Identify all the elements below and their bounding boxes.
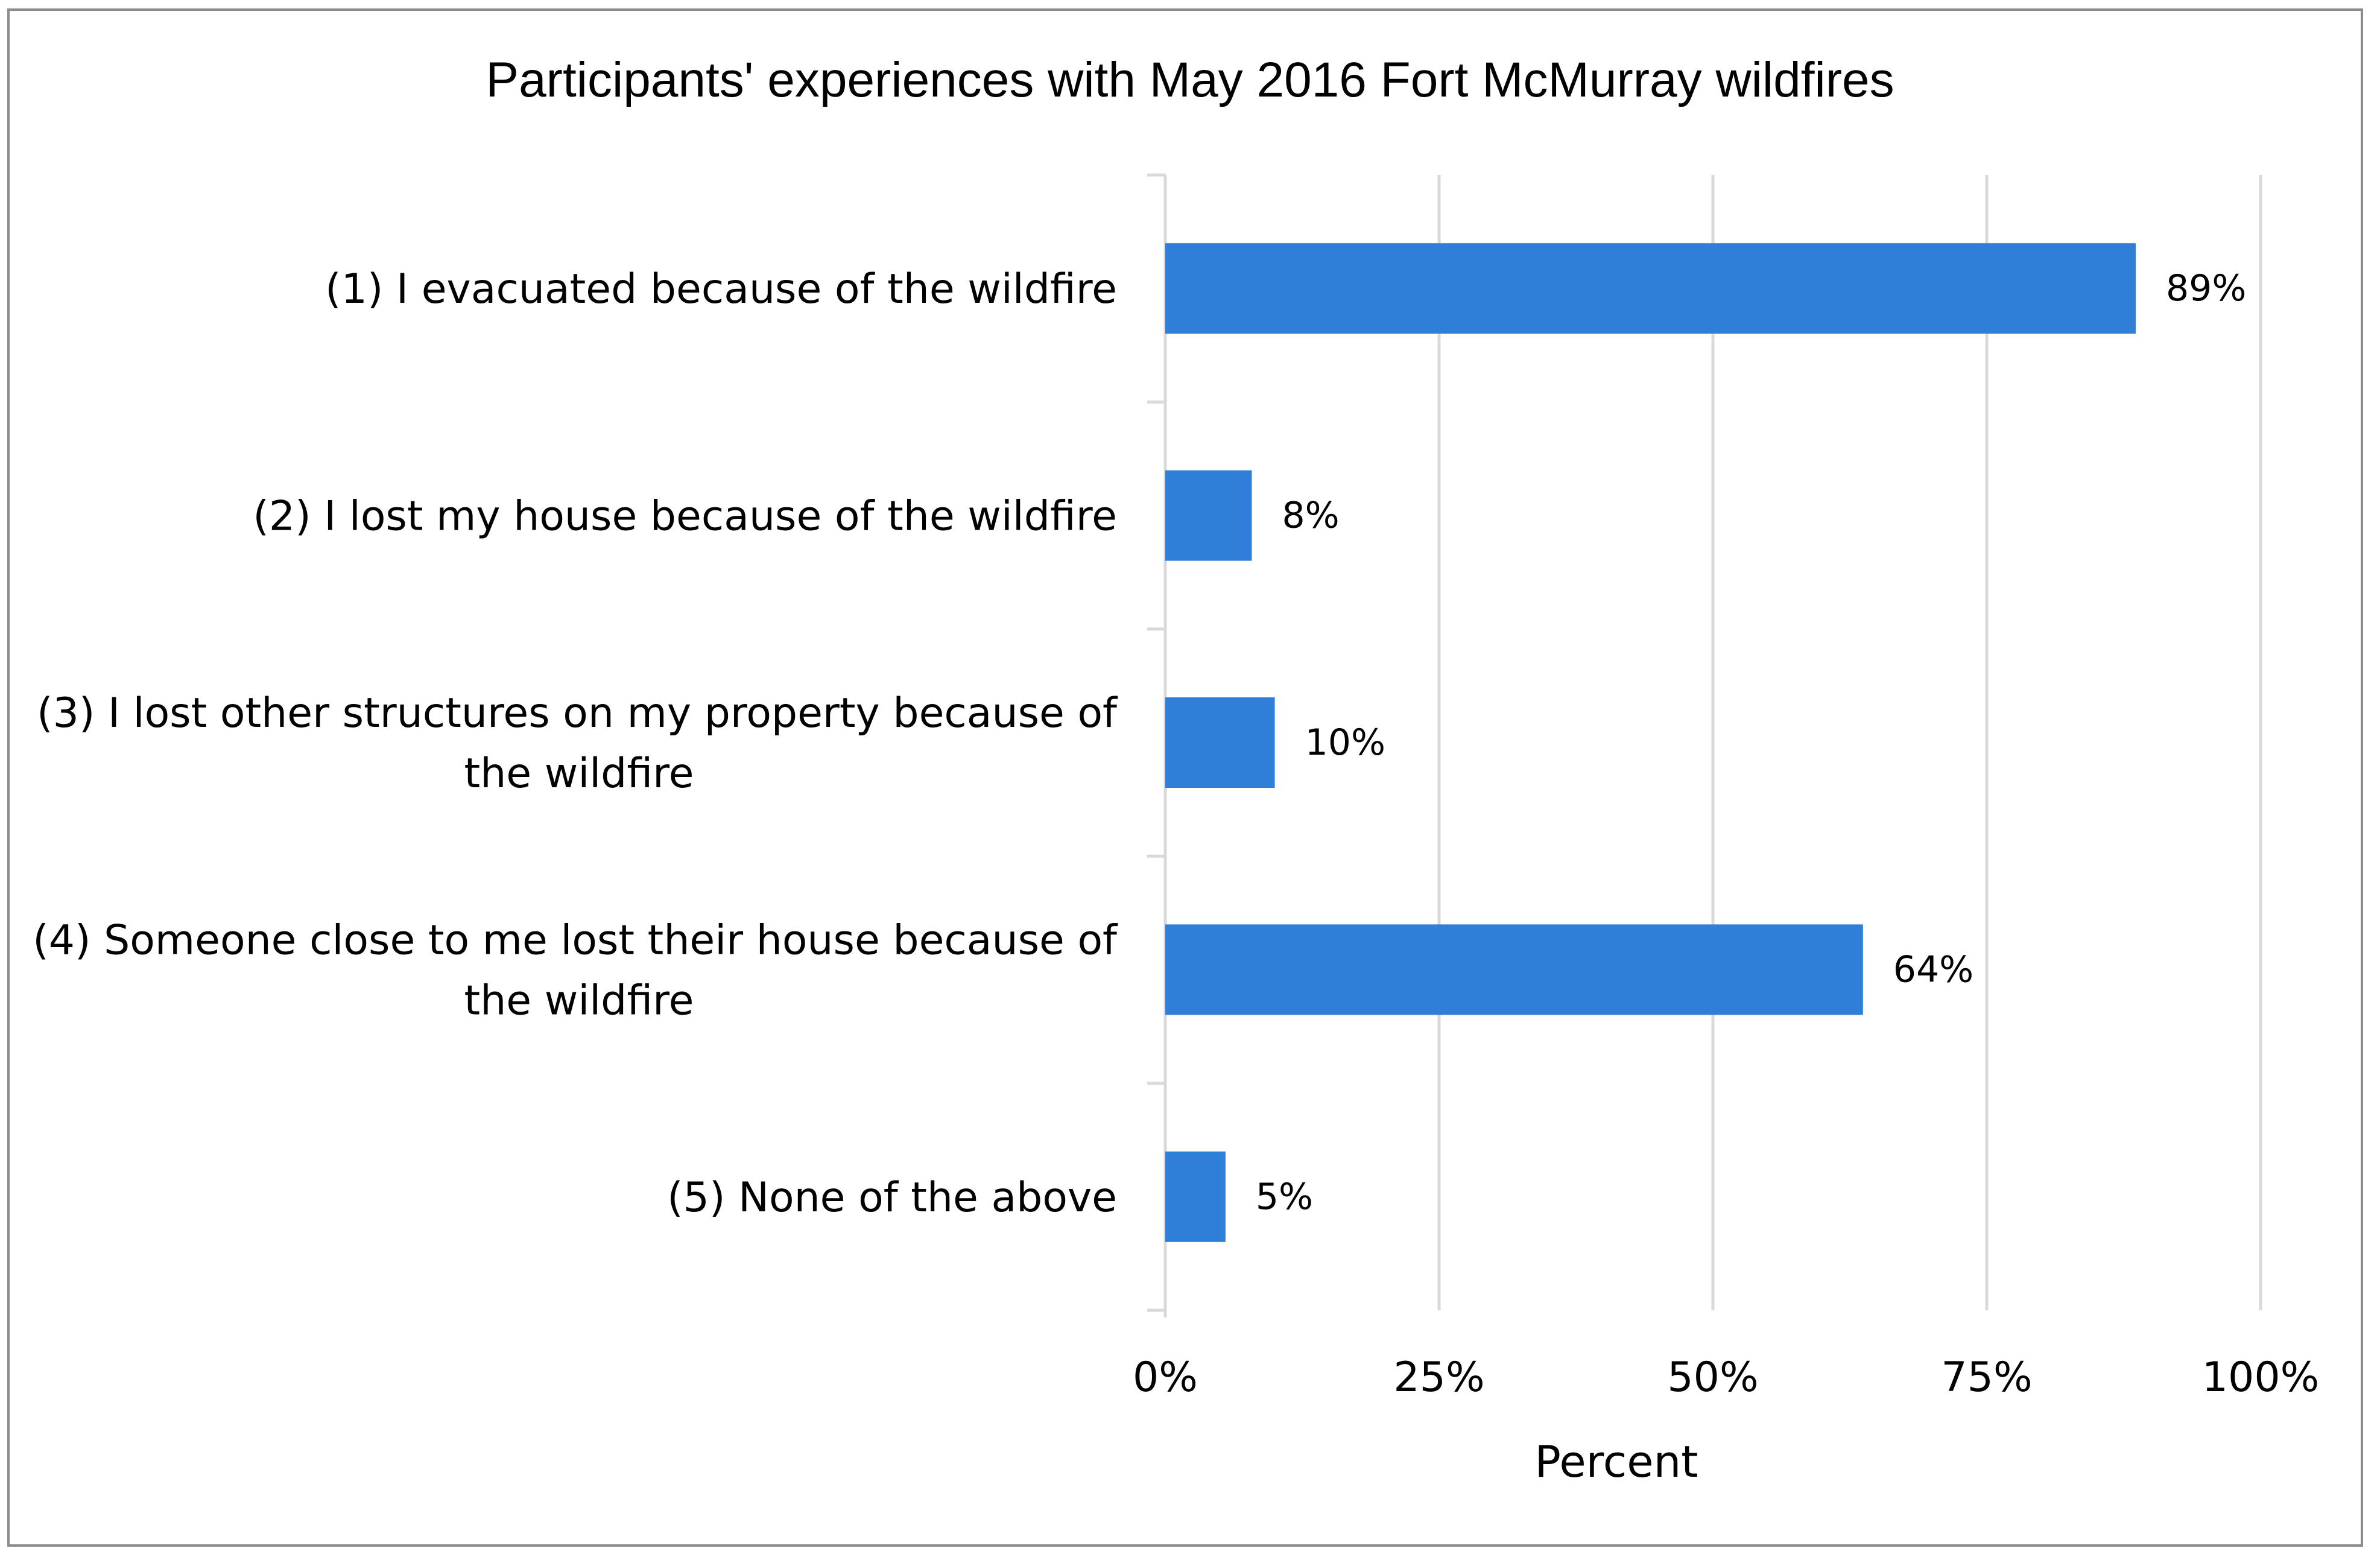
x-axis-title: Percent [1535, 1436, 1698, 1487]
data-label: 5% [1256, 1176, 1313, 1218]
bar [1165, 924, 1863, 1015]
x-tick-label: 75% [1941, 1354, 2032, 1401]
gridlines [1437, 175, 2262, 1310]
category-label: the wildfire [464, 977, 694, 1024]
data-labels: 89% 8% 10% 64% 5% [1256, 267, 2246, 1218]
bar [1165, 243, 2136, 334]
category-label: (3) I lost other structures on my proper… [37, 690, 1118, 737]
x-tick-label: 25% [1393, 1354, 1484, 1401]
bars [1165, 243, 2136, 1242]
category-label: (4) Someone close to me lost their house… [33, 916, 1118, 964]
data-label: 89% [2166, 267, 2246, 309]
category-labels: (1) I evacuated because of the wildfire (… [33, 265, 1118, 1222]
bar [1165, 470, 1252, 561]
category-label: (2) I lost my house because of the wildf… [253, 493, 1117, 541]
x-tick-labels: 0% 25% 50% 75% 100% [1133, 1354, 2319, 1401]
chart-title: Participants' experiences with May 2016 … [486, 52, 1894, 107]
x-tick-label: 50% [1667, 1354, 1758, 1401]
bar [1165, 697, 1275, 788]
category-label: the wildfire [464, 750, 694, 797]
data-label: 10% [1305, 721, 1385, 764]
y-axis [1147, 173, 1167, 1317]
data-label: 8% [1282, 495, 1339, 537]
x-tick-label: 100% [2202, 1354, 2319, 1401]
bar [1165, 1151, 1226, 1242]
category-label: (1) I evacuated because of the wildfire [325, 265, 1117, 313]
x-tick-label: 0% [1133, 1354, 1198, 1401]
category-label: (5) None of the above [667, 1174, 1117, 1222]
data-label: 64% [1893, 948, 1973, 991]
